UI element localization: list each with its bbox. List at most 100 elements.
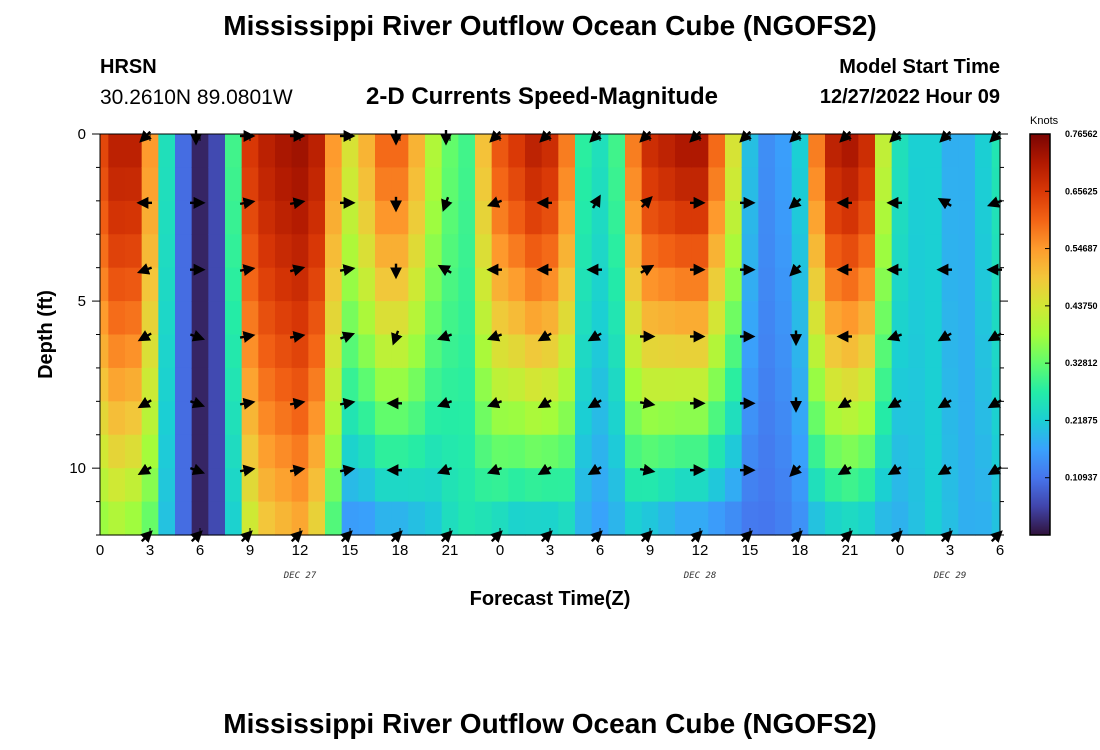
- current-vector: [486, 330, 503, 342]
- heatmap-cell: [908, 468, 926, 503]
- current-vector: [587, 396, 602, 409]
- heatmap-cell: [991, 367, 1001, 402]
- heatmap-cell: [658, 334, 676, 369]
- x-tick-label: 6: [196, 542, 204, 559]
- heatmap-cell: [208, 267, 226, 302]
- heatmap-cell: [225, 468, 243, 503]
- heatmap-cell: [791, 167, 809, 202]
- heatmap-cell: [175, 434, 193, 469]
- current-vector: [239, 197, 256, 210]
- heatmap-cell: [525, 367, 543, 402]
- heatmap-cell: [141, 200, 159, 235]
- heatmap-cell: [841, 167, 859, 202]
- heatmap-cell: [158, 501, 176, 536]
- heatmap-cell: [608, 367, 626, 402]
- heatmap-cell: [925, 267, 943, 302]
- plot-title: 2-D Currents Speed-Magnitude: [366, 83, 719, 110]
- current-vector: [289, 464, 306, 477]
- heatmap-cell: [558, 134, 576, 169]
- heatmap-cell: [425, 134, 443, 169]
- heatmap-cell: [658, 200, 676, 235]
- heatmap-cell: [958, 468, 976, 503]
- heatmap-cell: [291, 301, 309, 336]
- main-title: Mississippi River Outflow Ocean Cube (NG…: [223, 10, 877, 41]
- heatmap-cell: [775, 200, 793, 235]
- current-vector: [391, 330, 403, 346]
- heatmap-cell: [858, 200, 876, 235]
- heatmap-cell: [341, 200, 359, 235]
- heatmap-cell: [308, 301, 326, 336]
- heatmap-cell: [391, 468, 409, 503]
- heatmap-cell: [341, 468, 359, 503]
- current-vector: [289, 197, 306, 210]
- heatmap-cell: [425, 267, 443, 302]
- heatmap-cell: [891, 334, 909, 369]
- heatmap-cell: [975, 468, 993, 503]
- heatmap-cell: [408, 134, 426, 169]
- current-vector: [840, 530, 853, 543]
- heatmap-cell: [325, 167, 343, 202]
- heatmap-cell: [891, 367, 909, 402]
- current-vector: [987, 463, 1002, 475]
- heatmap-cell: [125, 267, 143, 302]
- heatmap-cell: [641, 200, 659, 235]
- heatmap-cell: [791, 200, 809, 235]
- current-vector: [290, 530, 303, 543]
- heatmap-cell: [275, 401, 293, 436]
- heatmap-cell: [325, 468, 343, 503]
- heatmap-cell: [508, 434, 526, 469]
- heatmap-cell: [475, 334, 493, 369]
- heatmap-cell: [158, 434, 176, 469]
- heatmap-cell: [258, 267, 276, 302]
- heatmap-cell: [941, 167, 959, 202]
- heatmap-cell: [908, 134, 926, 169]
- heatmap-cell: [808, 401, 826, 436]
- heatmap-cell: [508, 267, 526, 302]
- current-vector: [137, 330, 152, 342]
- heatmap-cell: [258, 468, 276, 503]
- heatmap-cell: [925, 167, 943, 202]
- heatmap-cell: [191, 301, 209, 336]
- station-code: HRSN: [100, 56, 157, 78]
- heatmap-cell: [625, 434, 643, 469]
- heatmap-cell: [725, 334, 743, 369]
- heatmap-cell: [575, 200, 593, 235]
- heatmap-cell: [591, 234, 609, 269]
- heatmap-cell: [625, 468, 643, 503]
- heatmap-cell: [608, 267, 626, 302]
- heatmap-cell: [625, 367, 643, 402]
- heatmap-cell: [641, 167, 659, 202]
- heatmap-cell: [708, 134, 726, 169]
- heatmap-cell: [708, 167, 726, 202]
- heatmap-cell: [241, 301, 259, 336]
- heatmap-cell: [725, 200, 743, 235]
- heatmap-cell: [741, 401, 759, 436]
- heatmap-cell: [791, 434, 809, 469]
- heatmap-cell: [475, 267, 493, 302]
- heatmap-cell: [925, 367, 943, 402]
- current-vector: [489, 130, 502, 143]
- heatmap-cell: [308, 401, 326, 436]
- heatmap-cell: [741, 267, 759, 302]
- current-vector: [239, 464, 256, 477]
- current-vector: [540, 530, 553, 543]
- heatmap-cell: [658, 267, 676, 302]
- current-vector: [640, 264, 655, 277]
- heatmap-cell: [375, 468, 393, 503]
- heatmap-cell: [208, 134, 226, 169]
- heatmap-cell: [225, 301, 243, 336]
- heatmap-cell: [975, 434, 993, 469]
- heatmap-cell: [875, 301, 893, 336]
- heatmap-cell: [641, 267, 659, 302]
- heatmap-cell: [100, 334, 109, 369]
- current-vector: [789, 263, 802, 277]
- heatmap-cell: [758, 334, 776, 369]
- heatmap-cell: [291, 167, 309, 202]
- heatmap-cell: [308, 468, 326, 503]
- heatmap-cell: [941, 200, 959, 235]
- heatmap-cell: [241, 401, 259, 436]
- heatmap-cell: [241, 434, 259, 469]
- heatmap-cell: [141, 401, 159, 436]
- heatmap-cell: [458, 367, 476, 402]
- current-vector: [486, 396, 503, 409]
